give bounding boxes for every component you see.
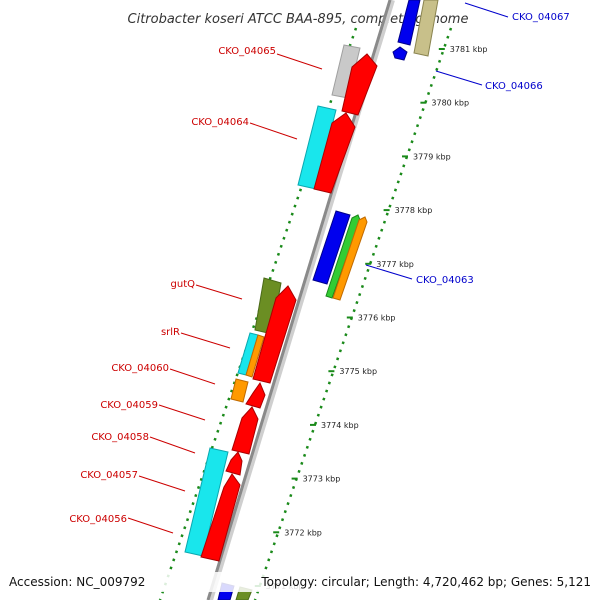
gene-arrow-red-7 [200,473,241,562]
kbp-tick-label: 3777 kbp [376,260,414,269]
gene-arrow-red-4 [245,381,266,409]
gene-arrow-red-6 [225,451,243,476]
kbp-tick-label: 3776 kbp [358,314,396,323]
gene-arrow-red-1 [341,53,378,116]
leader-line [180,332,231,349]
gene-label-cko-04060[interactable]: CKO_04060 [111,363,169,374]
gene-label-cko-04056[interactable]: CKO_04056 [69,514,127,525]
kbp-tick-label: 3778 kbp [395,206,433,215]
gene-arrow-blue-small [392,46,408,61]
gene-bar-blue [312,210,351,285]
leader-line [464,2,509,18]
left-gene-labels: CKO_04065 CKO_04064 gutQ srlR CKO_04060 … [69,46,323,534]
gene-label-cko-04063[interactable]: CKO_04063 [416,275,474,286]
accession-text: Accession: NC_009792 [9,575,145,589]
gene-label-cko-04064[interactable]: CKO_04064 [191,117,249,128]
gene-label-cko-04067[interactable]: CKO_04067 [512,12,570,23]
gene-label-cko-04058[interactable]: CKO_04058 [91,432,149,443]
genome-stats-text: Topology: circular; Length: 4,720,462 bp… [260,575,591,589]
kbp-tick-label: 3775 kbp [339,367,377,376]
gene-label-cko-04059[interactable]: CKO_04059 [100,400,158,411]
leader-line [127,517,174,534]
left-dotted-track [158,27,358,600]
kbp-tick-label: 3779 kbp [413,152,451,161]
gene-label-srlr[interactable]: srlR [161,327,180,338]
gene-arrow-red-3 [252,285,297,384]
gene-label-cko-04065[interactable]: CKO_04065 [218,46,276,57]
kbp-tick-label: 3772 kbp [284,528,322,537]
right-gene-labels: CKO_04067 CKO_04066 CKO_04063 [365,2,570,286]
gene-label-cko-04057[interactable]: CKO_04057 [80,470,138,481]
leader-line [149,436,196,454]
leader-line [195,284,243,300]
kbp-tick-label: 3780 kbp [431,99,469,108]
leader-line [169,368,216,385]
gene-bar-blue-top [397,0,421,46]
kbp-tick-label: 3774 kbp [321,421,359,430]
gene-label-gutq[interactable]: gutQ [171,279,196,290]
leader-line [158,404,206,421]
gene-arrow-red-2 [313,112,356,194]
kbp-tick-label: 3781 kbp [450,45,488,54]
gene-bar-orange-small [245,334,265,378]
gene-bar-orange [230,378,249,403]
gene-arrow-red-5 [231,406,259,455]
gene-arrow-orange [332,216,368,301]
footer-band [0,572,600,592]
leader-line [435,70,483,86]
right-dotted-track [253,27,453,600]
leader-line [249,122,298,140]
leader-line [138,475,186,492]
gene-label-cko-04066[interactable]: CKO_04066 [485,81,543,92]
gene-bar-khaki-top [413,0,439,57]
leader-line [365,264,413,280]
kbp-tick-label: 3773 kbp [303,475,341,484]
leader-line [276,53,323,70]
